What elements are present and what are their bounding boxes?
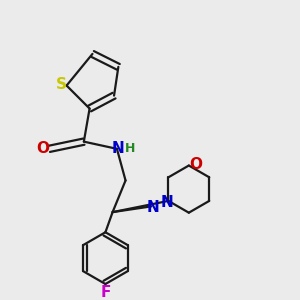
Text: S: S <box>56 76 67 92</box>
Text: O: O <box>190 157 202 172</box>
Text: F: F <box>100 285 111 300</box>
Text: N: N <box>160 195 173 210</box>
Text: N: N <box>112 141 125 156</box>
Text: N: N <box>146 200 159 215</box>
Text: H: H <box>125 142 135 155</box>
Text: O: O <box>37 141 50 156</box>
